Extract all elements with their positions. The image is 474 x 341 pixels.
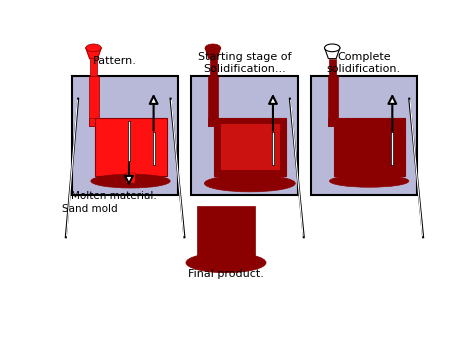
Bar — [91, 54, 97, 76]
Bar — [198, 206, 255, 256]
Bar — [191, 76, 298, 195]
Ellipse shape — [205, 44, 220, 52]
Text: Pattern.: Pattern. — [92, 56, 136, 66]
Bar — [220, 124, 280, 169]
Bar — [329, 54, 336, 76]
Text: Sand mold: Sand mold — [62, 204, 118, 214]
Bar — [310, 76, 417, 195]
Polygon shape — [325, 48, 340, 59]
Text: Molten material.: Molten material. — [72, 191, 157, 201]
Polygon shape — [205, 48, 220, 59]
Ellipse shape — [86, 44, 101, 52]
Text: Complete
solidification.: Complete solidification. — [327, 53, 401, 74]
Ellipse shape — [91, 174, 170, 188]
Polygon shape — [86, 48, 101, 59]
Bar — [210, 54, 217, 76]
Bar — [72, 76, 178, 195]
Ellipse shape — [204, 175, 295, 192]
Bar — [95, 118, 167, 176]
Bar — [89, 118, 114, 125]
Bar — [89, 76, 99, 125]
Bar — [208, 76, 219, 125]
Ellipse shape — [329, 175, 409, 187]
Text: Final product.: Final product. — [188, 269, 264, 279]
Bar — [334, 118, 405, 176]
Bar — [328, 118, 353, 125]
Bar — [126, 173, 135, 182]
Bar — [214, 118, 286, 176]
Bar — [365, 173, 373, 181]
Text: Starting stage of
Solidification...: Starting stage of Solidification... — [198, 53, 291, 74]
Ellipse shape — [186, 253, 266, 273]
Bar — [208, 118, 234, 125]
Ellipse shape — [325, 44, 340, 52]
Bar — [328, 76, 337, 125]
Bar — [244, 173, 256, 183]
